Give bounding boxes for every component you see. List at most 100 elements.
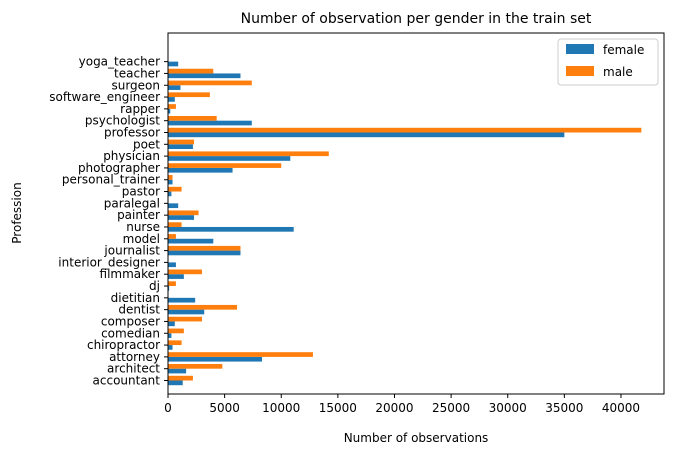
chart-title: Number of observation per gender in the … <box>241 11 592 27</box>
bar-male-pastor <box>168 186 182 192</box>
x-tick-label-40000: 40000 <box>602 401 640 415</box>
bar-male-composer <box>168 316 202 322</box>
bar-male-rapper <box>168 104 176 109</box>
y-tick-label-interior-designer: interior_designer <box>58 255 160 269</box>
bar-male-photographer <box>168 163 282 168</box>
x-axis-label: Number of observations <box>344 431 489 445</box>
bar-female-surgeon <box>168 85 181 90</box>
legend: female male <box>557 38 659 86</box>
bar-female-pastor <box>168 191 172 197</box>
bar-female-software-engineer <box>168 97 175 102</box>
bar-female-personal-trainer <box>168 179 173 185</box>
x-ticks: 0 5000 10000 15000 20000 25000 30000 35000 40000 <box>164 394 640 415</box>
bar-female-yoga-teacher <box>168 61 179 67</box>
y-tick-label-architect: architect <box>107 362 160 376</box>
y-tick-label-paralegal: paralegal <box>104 196 160 210</box>
y-tick-label-chiropractor: chiropractor <box>87 338 160 352</box>
y-tick-label-yoga-teacher: yoga_teacher <box>79 55 160 69</box>
legend-label-female: female <box>603 43 644 57</box>
bar-female-chiropractor <box>168 345 173 350</box>
bar-female-journalist <box>168 250 241 256</box>
x-tick-label-0: 0 <box>164 401 172 415</box>
bar-male-architect <box>168 363 223 369</box>
bar-male-poet <box>168 139 195 145</box>
bar-male-chiropractor <box>168 340 182 346</box>
y-tick-label-painter: painter <box>117 208 160 222</box>
y-tick-label-personal-trainer: personal_trainer <box>62 173 160 187</box>
bar-female-photographer <box>168 167 233 173</box>
bar-male-nurse <box>168 222 182 227</box>
y-tick-label-dj: dj <box>149 279 160 293</box>
y-tick-label-composer: composer <box>101 314 160 328</box>
y-tick-label-software-engineer: software_engineer <box>49 90 160 104</box>
bar-male-surgeon <box>168 80 252 86</box>
bar-female-interior-designer <box>168 262 176 268</box>
legend-swatch-male <box>566 66 594 76</box>
y-tick-label-poet: poet <box>133 137 160 151</box>
y-tick-label-model: model <box>123 232 160 246</box>
x-tick-label-20000: 20000 <box>375 401 413 415</box>
bar-male-professor <box>168 127 642 133</box>
bar-female-attorney <box>168 356 262 362</box>
y-tick-label-photographer: photographer <box>78 161 160 175</box>
bar-female-filmmaker <box>168 274 184 279</box>
bar-female-professor <box>168 132 565 138</box>
bars-layer <box>168 61 642 386</box>
y-tick-label-dentist: dentist <box>118 303 160 317</box>
bar-male-attorney <box>168 352 313 357</box>
y-tick-label-physician: physician <box>103 149 160 163</box>
bar-male-model <box>168 234 176 239</box>
bar-female-model <box>168 238 214 244</box>
x-tick-label-10000: 10000 <box>262 401 300 415</box>
bar-female-composer <box>168 321 175 327</box>
bar-male-dentist <box>168 304 238 310</box>
x-tick-label-35000: 35000 <box>545 401 583 415</box>
bar-female-comedian <box>168 333 172 338</box>
bar-female-architect <box>168 368 187 374</box>
x-tick-label-5000: 5000 <box>209 401 240 415</box>
bar-female-psychologist <box>168 120 252 126</box>
y-tick-label-accountant: accountant <box>93 374 161 388</box>
y-tick-label-nurse: nurse <box>126 220 160 234</box>
x-tick-label-15000: 15000 <box>319 401 357 415</box>
y-tick-label-surgeon: surgeon <box>111 78 160 92</box>
bar-male-filmmaker <box>168 269 202 275</box>
y-tick-label-pastor: pastor <box>122 185 160 199</box>
y-tick-label-filmmaker: filmmaker <box>100 267 161 281</box>
x-tick-label-25000: 25000 <box>432 401 470 415</box>
bar-female-paralegal <box>168 203 179 209</box>
bar-female-dj <box>168 286 170 291</box>
y-tick-label-professor: professor <box>104 125 160 139</box>
bar-male-comedian <box>168 328 184 334</box>
legend-swatch-female <box>566 44 594 54</box>
y-tick-label-psychologist: psychologist <box>85 114 160 128</box>
bar-male-dj <box>168 281 176 287</box>
bar-female-teacher <box>168 73 241 79</box>
plot-frame <box>167 32 665 395</box>
bar-female-accountant <box>168 380 183 386</box>
bar-female-dentist <box>168 309 205 315</box>
bar-female-painter <box>168 215 195 220</box>
y-tick-label-dietitian: dietitian <box>111 291 160 305</box>
bar-male-software-engineer <box>168 92 210 98</box>
y-tick-label-attorney: attorney <box>109 350 160 364</box>
bar-male-accountant <box>168 375 193 381</box>
y-tick-label-journalist: journalist <box>103 244 160 258</box>
bar-female-dietitian <box>168 297 196 303</box>
bar-female-nurse <box>168 226 294 232</box>
y-tick-label-rapper: rapper <box>120 102 160 116</box>
bar-female-poet <box>168 144 193 149</box>
legend-label-male: male <box>603 65 633 79</box>
y-axis-label: Profession <box>10 182 24 243</box>
y-tick-label-teacher: teacher <box>114 66 160 80</box>
y-tick-label-comedian: comedian <box>101 326 160 340</box>
bar-female-rapper <box>168 108 171 114</box>
bar-male-personal-trainer <box>168 175 173 180</box>
bar-male-teacher <box>168 68 214 74</box>
bar-male-psychologist <box>168 115 217 121</box>
y-ticks: accountantarchitectattorneychiropractorc… <box>49 55 168 388</box>
x-tick-label-30000: 30000 <box>489 401 527 415</box>
bar-male-painter <box>168 210 199 216</box>
bar-male-journalist <box>168 245 241 251</box>
